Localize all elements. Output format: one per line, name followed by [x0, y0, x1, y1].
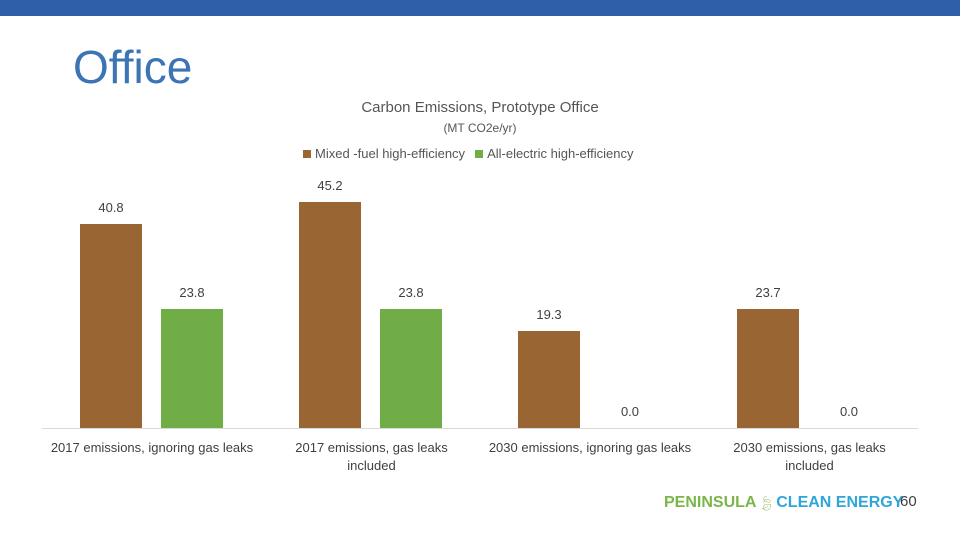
legend-item-all-electric: All-electric high-efficiency: [475, 146, 634, 161]
category-label: 2017 emissions, ignoring gas leaks: [50, 440, 254, 455]
logo-text-clean-energy: CLEAN ENERGY: [776, 494, 904, 511]
category-label: 2030 emissions, gas leaks included: [733, 440, 886, 473]
bar-mixed-fuel: [80, 224, 142, 428]
data-label: 23.7: [755, 285, 781, 300]
data-label: 23.8: [179, 285, 205, 300]
slide-title: Office: [73, 41, 193, 93]
legend-label: All-electric high-efficiency: [487, 146, 634, 161]
category-label: 2030 emissions, ignoring gas leaks: [488, 440, 692, 455]
bar-all-electric: [161, 309, 223, 428]
bar-all-electric: [380, 309, 442, 428]
bar-mixed-fuel: [299, 202, 361, 428]
data-label: 45.2: [317, 178, 343, 193]
logo-text-peninsula: PENINSULA: [664, 494, 757, 511]
data-label: 0.0: [620, 404, 640, 419]
chart-subtitle: (MT CO2e/yr): [443, 121, 517, 135]
chart-legend: Mixed -fuel high-efficiency All-electric…: [303, 146, 634, 161]
bar-mixed-fuel: [518, 331, 580, 428]
x-axis-line: [42, 428, 918, 429]
data-label: 19.3: [536, 307, 562, 322]
header-bar: [0, 0, 960, 16]
page-number: 60: [900, 493, 917, 510]
footer-logo: PENINSULA 🍃︎ CLEAN ENERGY: [664, 494, 903, 512]
legend-label: Mixed -fuel high-efficiency: [315, 146, 466, 161]
legend-item-mixed-fuel: Mixed -fuel high-efficiency: [303, 146, 465, 161]
legend-swatch-mixed-fuel: [303, 149, 311, 158]
data-label: 40.8: [98, 200, 124, 215]
category-label: 2017 emissions, gas leaks included: [295, 440, 448, 473]
leaf-icon: 🍃︎: [757, 494, 776, 511]
legend-swatch-all-electric: [475, 149, 484, 158]
data-label: 0.0: [839, 404, 859, 419]
bar-mixed-fuel: [737, 309, 799, 428]
data-label: 23.8: [398, 285, 424, 300]
chart-title: Carbon Emissions, Prototype Office: [361, 99, 599, 116]
